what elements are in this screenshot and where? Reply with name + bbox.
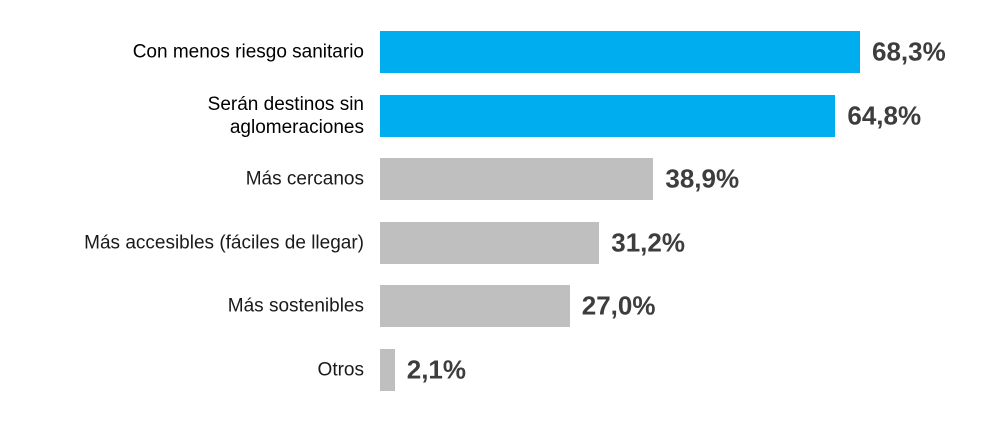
- category-label: Más accesibles (fáciles de llegar): [84, 232, 364, 254]
- value-label: 2,1%: [406, 354, 467, 385]
- bar: [380, 349, 395, 391]
- value-label: 38,9%: [665, 163, 740, 194]
- value-label: 68,3%: [872, 36, 946, 67]
- value-label: 27,0%: [581, 290, 656, 321]
- bar: [380, 31, 860, 73]
- value-label: 64,8%: [847, 100, 922, 131]
- bar: [380, 158, 654, 201]
- category-label: Serán destinos sin aglomeraciones: [207, 93, 364, 138]
- category-label: Con menos riesgo sanitario: [132, 41, 364, 63]
- value-label: 31,2%: [611, 227, 685, 258]
- bar: [380, 285, 570, 328]
- category-label: Otros: [317, 359, 364, 381]
- category-label: Más cercanos: [245, 168, 364, 190]
- category-label: Más sostenibles: [227, 295, 364, 317]
- bar: [380, 94, 836, 137]
- bar: [380, 221, 600, 264]
